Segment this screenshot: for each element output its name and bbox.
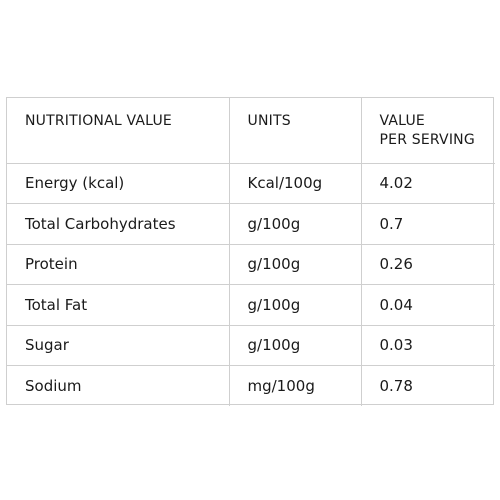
nutrition-table-container: NUTRITIONAL VALUE UNITS VALUE PER SERVIN…	[6, 97, 495, 406]
nutrient-unit: Kcal/100g	[228, 162, 362, 204]
nutrient-unit: g/100g	[228, 284, 362, 326]
nutrient-unit: g/100g	[228, 324, 362, 366]
nutrient-unit: g/100g	[228, 203, 362, 245]
nutrient-unit: mg/100g	[228, 365, 362, 406]
header-value-line1: VALUE	[379, 113, 425, 129]
table-row: Sugar g/100g 0.03	[7, 324, 495, 366]
nutrient-name: Total Carbohydrates	[7, 203, 230, 245]
nutrient-name: Total Fat	[7, 284, 230, 326]
nutrient-value: 0.04	[360, 284, 495, 326]
nutrient-value: 0.78	[360, 365, 495, 406]
table-row: Total Carbohydrates g/100g 0.7	[7, 203, 495, 245]
nutrient-value: 0.7	[360, 203, 495, 245]
header-value-line2: PER SERVING	[379, 132, 475, 148]
header-nutritional-value: NUTRITIONAL VALUE	[7, 98, 230, 164]
table-row: Energy (kcal) Kcal/100g 4.02	[7, 162, 495, 204]
table-row: Sodium mg/100g 0.78	[7, 365, 495, 406]
nutrient-name: Energy (kcal)	[7, 162, 230, 204]
nutrient-name: Sodium	[7, 365, 230, 406]
table-header-row: NUTRITIONAL VALUE UNITS VALUE PER SERVIN…	[7, 98, 495, 164]
table-row: Total Fat g/100g 0.04	[7, 284, 495, 326]
nutrient-value: 0.03	[360, 324, 495, 366]
nutrient-unit: g/100g	[228, 243, 362, 285]
nutrient-name: Sugar	[7, 324, 230, 366]
nutrient-name: Protein	[7, 243, 230, 285]
table-row: Protein g/100g 0.26	[7, 243, 495, 285]
header-value-per-serving: VALUE PER SERVING	[360, 98, 495, 164]
nutrition-table: NUTRITIONAL VALUE UNITS VALUE PER SERVIN…	[7, 98, 495, 406]
nutrient-value: 4.02	[360, 162, 495, 204]
nutrient-value: 0.26	[360, 243, 495, 285]
header-units: UNITS	[228, 98, 362, 164]
